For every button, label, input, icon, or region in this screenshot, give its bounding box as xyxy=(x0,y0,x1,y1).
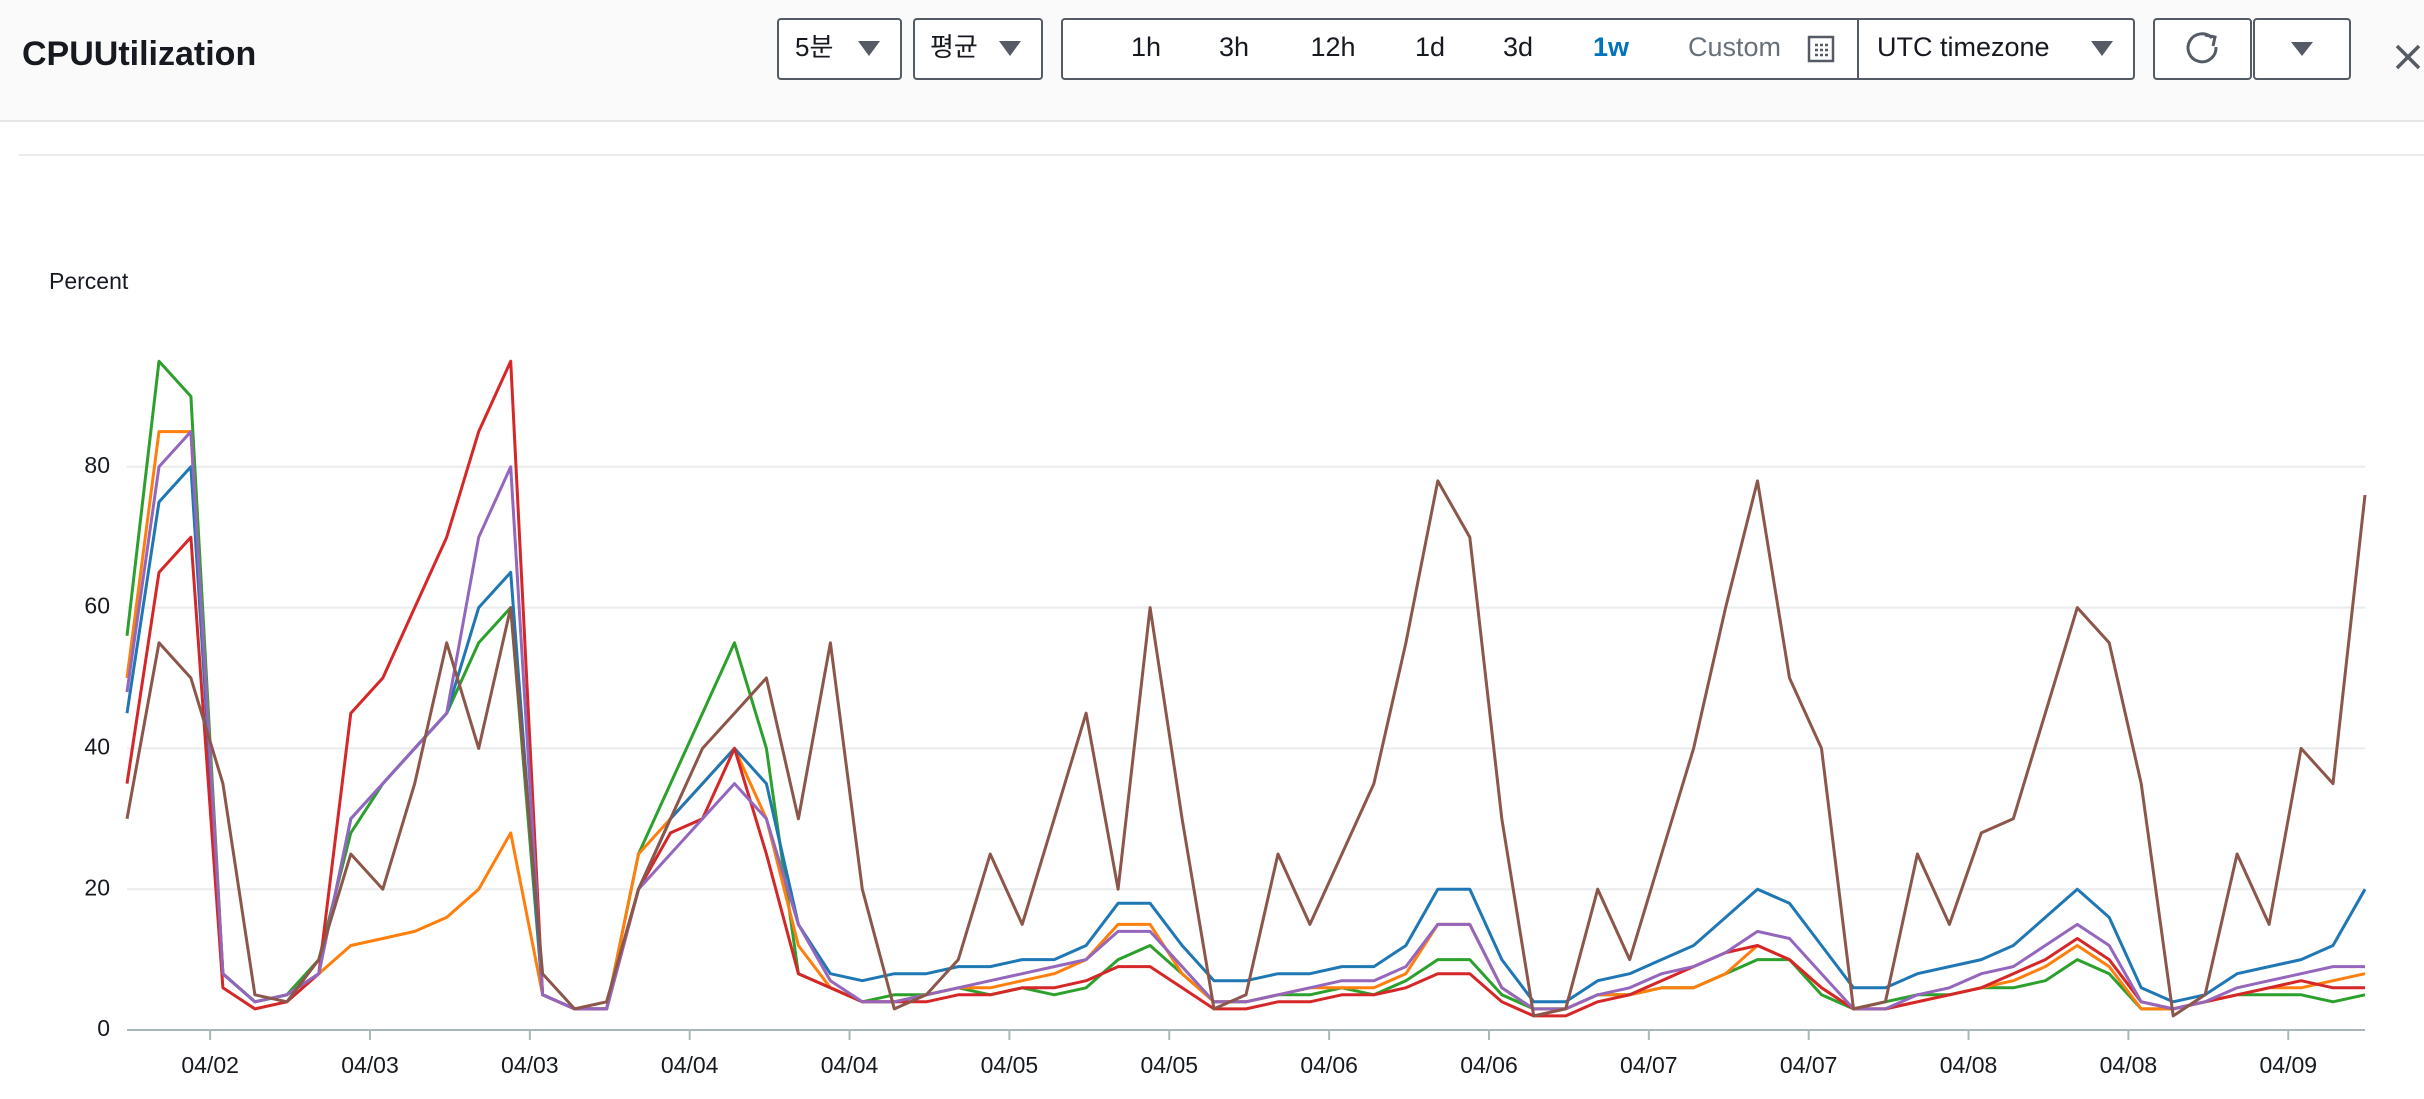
x-tick-label: 04/07 xyxy=(1620,1052,1678,1078)
dropdown-box[interactable] xyxy=(777,18,902,80)
x-tick-label: 04/06 xyxy=(1300,1052,1358,1078)
x-tick-label: 04/05 xyxy=(1140,1052,1198,1078)
x-tick-label: 04/08 xyxy=(2100,1052,2158,1078)
dropdown-label: 평균 xyxy=(930,32,978,62)
x-tick-label: 04/06 xyxy=(1460,1052,1518,1078)
y-tick-label: 40 xyxy=(84,733,110,759)
x-tick-label: 04/07 xyxy=(1780,1052,1838,1078)
statistic-dropdown[interactable]: 평균 xyxy=(913,18,1043,80)
x-tick-label: 04/02 xyxy=(181,1052,239,1078)
caret xyxy=(858,41,880,56)
range-button[interactable]: 12h xyxy=(1310,32,1355,62)
x-tick-label: 04/03 xyxy=(501,1052,559,1078)
close-button[interactable] xyxy=(2395,44,2421,70)
range-button[interactable]: 1w xyxy=(1593,32,1630,62)
y-tick-label: 0 xyxy=(97,1015,110,1041)
range-button[interactable]: 3h xyxy=(1219,32,1249,62)
y-tick-label: 60 xyxy=(84,593,110,619)
timezone[interactable]: UTC timezone xyxy=(1877,32,2050,62)
dropdown-label: 5분 xyxy=(795,32,833,62)
y-tick-label: 80 xyxy=(84,452,110,478)
range-button[interactable]: 1d xyxy=(1415,32,1445,62)
dropdown-box[interactable] xyxy=(913,18,1043,80)
period-dropdown[interactable]: 5분 xyxy=(777,18,902,80)
series-line xyxy=(125,359,2365,1018)
icon-grid xyxy=(1815,43,1828,57)
calendar-icon xyxy=(1807,35,1835,63)
refresh-arrow xyxy=(2204,33,2217,47)
x-tick-label: 04/05 xyxy=(981,1052,1039,1078)
title: CPUUtilization xyxy=(22,35,256,73)
series-line xyxy=(125,479,2367,1018)
range-button[interactable]: 3d xyxy=(1503,32,1533,62)
range-button[interactable]: 1h xyxy=(1131,32,1161,62)
caret xyxy=(2091,41,2113,56)
custom-range[interactable]: Custom xyxy=(1688,32,1781,62)
x-tick-label: 04/03 xyxy=(341,1052,399,1078)
x-tick-label: 04/04 xyxy=(661,1052,719,1078)
range-buttons: 1h 3h 12h 1d 3d 1w xyxy=(1131,32,1630,62)
y-tick-label: 20 xyxy=(84,874,110,900)
caret xyxy=(999,41,1021,56)
y-axis-label: Percent xyxy=(49,268,129,294)
icon-frame xyxy=(1807,35,1835,63)
x-tick-label: 04/08 xyxy=(1940,1052,1998,1078)
series-line xyxy=(125,430,2366,1011)
x-tick-label: 04/09 xyxy=(2259,1052,2317,1078)
x-tick-label: 04/04 xyxy=(821,1052,879,1078)
refresh-icon xyxy=(2186,32,2218,64)
series-line xyxy=(125,430,2365,1011)
plot: 0 20 40 60 80 04/02 04/03 04/03 04/04 04/04 04/05 0… xyxy=(84,359,2367,1078)
series-line xyxy=(125,359,2366,1011)
caret xyxy=(2291,42,2313,56)
refresh-button[interactable] xyxy=(2153,18,2252,80)
series-line xyxy=(125,465,2367,1011)
range-group xyxy=(1061,18,2135,80)
